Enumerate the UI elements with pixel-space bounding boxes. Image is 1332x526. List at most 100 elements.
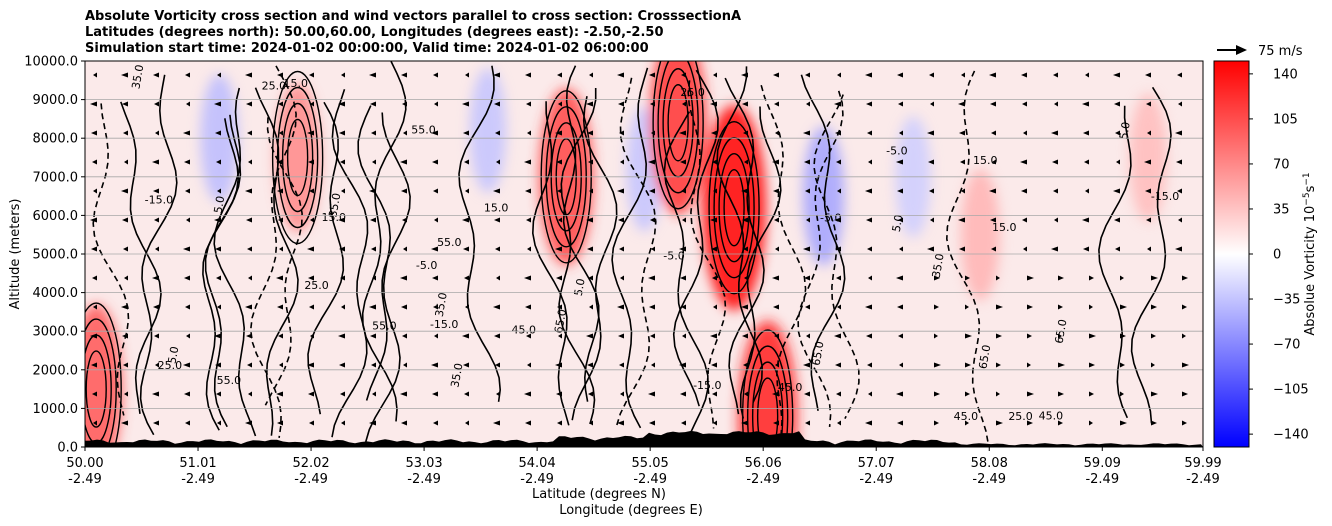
wind-vector	[433, 188, 438, 194]
wind-vector	[866, 101, 872, 107]
contour-label: 25.0	[1008, 410, 1032, 423]
y-tick-label: 7000.0	[33, 170, 79, 185]
wind-vector	[279, 130, 283, 136]
contour-label: 35.0	[448, 362, 465, 388]
wind-vector	[965, 362, 971, 368]
wind-vector	[153, 188, 159, 194]
vorticity-contour-ring	[756, 377, 779, 447]
wind-vector	[996, 362, 1001, 368]
wind-vector	[246, 333, 252, 339]
wind-vector	[990, 101, 996, 107]
wind-vector	[679, 362, 686, 368]
wind-vector	[431, 362, 438, 368]
colorbar-tick-label: −35	[1273, 293, 1300, 308]
positive-contour	[331, 88, 369, 438]
wind-vector	[339, 362, 345, 368]
wind-vector	[341, 188, 345, 194]
wind-vector	[711, 362, 717, 368]
wind-vector	[309, 420, 314, 426]
x-tick-label-lat: 58.08	[971, 456, 1008, 471]
wind-vector	[958, 101, 965, 107]
wind-vector	[214, 333, 221, 339]
x-tick-label-lon: -2.49	[972, 472, 1006, 487]
wind-vector	[588, 391, 593, 397]
wind-vector	[1120, 420, 1127, 426]
wind-vector	[711, 246, 717, 252]
wind-vector	[588, 159, 593, 165]
wind-vector	[91, 362, 97, 368]
wind-vector	[772, 391, 779, 397]
wind-vector	[278, 333, 283, 339]
wind-vector	[121, 304, 128, 310]
negative-contour	[687, 80, 727, 429]
wind-vector	[897, 72, 903, 78]
wind-vector	[681, 188, 686, 194]
contour-label: 5.0	[1117, 121, 1133, 140]
wind-vector	[649, 304, 655, 310]
wind-vector	[464, 275, 469, 281]
wind-vector	[837, 72, 841, 78]
contour-label: 25.0	[680, 86, 705, 99]
negative-contour	[264, 117, 303, 406]
chart-subtitle-coordinates: Latitudes (degrees north): 50.00,60.00, …	[85, 25, 664, 40]
positive-contour	[204, 114, 242, 428]
wind-vector	[310, 101, 314, 107]
wind-vector	[865, 304, 872, 310]
wind-vector	[558, 333, 562, 339]
positive-contour	[724, 77, 765, 415]
wind-vector	[934, 362, 941, 368]
wind-vector	[217, 72, 221, 78]
wind-vector	[803, 362, 810, 368]
contour-label: 55.0	[437, 236, 462, 249]
wind-vector	[341, 72, 345, 78]
wind-vector	[431, 246, 438, 252]
wind-vector	[245, 304, 252, 310]
wind-vector	[371, 246, 376, 252]
colorbar-tick-label: −140	[1273, 428, 1309, 443]
contour-label: 65.0	[976, 344, 993, 370]
wind-vector	[493, 72, 500, 78]
wind-vector	[183, 130, 190, 136]
x-tick-label-lat: 54.04	[519, 456, 556, 471]
contour-label: 45.0	[954, 410, 979, 423]
vorticity-contour-ring	[667, 84, 689, 162]
wind-vector	[1027, 391, 1034, 397]
x-tick-label-lon: -2.49	[407, 472, 441, 487]
contour-label: -15.0	[430, 318, 458, 331]
wind-vector	[307, 130, 314, 136]
wind-vector	[930, 217, 934, 223]
wind-vector	[494, 333, 500, 339]
wind-vector	[1113, 72, 1120, 78]
wind-vector	[463, 246, 469, 252]
wind-vector	[806, 217, 810, 223]
wind-vector	[1089, 362, 1095, 368]
wind-vector	[619, 246, 624, 252]
x-tick-label-lat: 56.06	[745, 456, 782, 471]
wind-vector	[836, 159, 841, 165]
wind-vector	[122, 217, 128, 223]
wind-vector	[557, 188, 562, 194]
wind-vector	[744, 275, 748, 281]
wind-vector	[648, 391, 655, 397]
wind-vector	[462, 101, 469, 107]
wind-vector	[867, 130, 872, 136]
wind-vector	[1113, 188, 1120, 194]
wind-vector	[710, 333, 717, 339]
contour-label: -15.0	[1151, 190, 1179, 203]
wind-vector	[1182, 420, 1187, 426]
wind-vector	[121, 420, 128, 426]
wind-vector	[124, 391, 128, 397]
vorticity-feature	[1129, 93, 1167, 222]
contour-label: 15.0	[992, 221, 1017, 234]
wind-vector	[276, 391, 283, 397]
x-tick-label-lon: -2.49	[746, 472, 780, 487]
contour-label: 55.0	[217, 374, 242, 387]
colorbar-tick-label: 70	[1273, 157, 1290, 172]
wind-vector	[338, 217, 345, 223]
wind-vector	[555, 246, 562, 252]
vorticity-contour-ring	[286, 118, 309, 197]
wind-vector	[401, 420, 407, 426]
wind-vector	[680, 391, 686, 397]
wind-vector	[372, 275, 376, 281]
negative-contour	[813, 94, 860, 419]
